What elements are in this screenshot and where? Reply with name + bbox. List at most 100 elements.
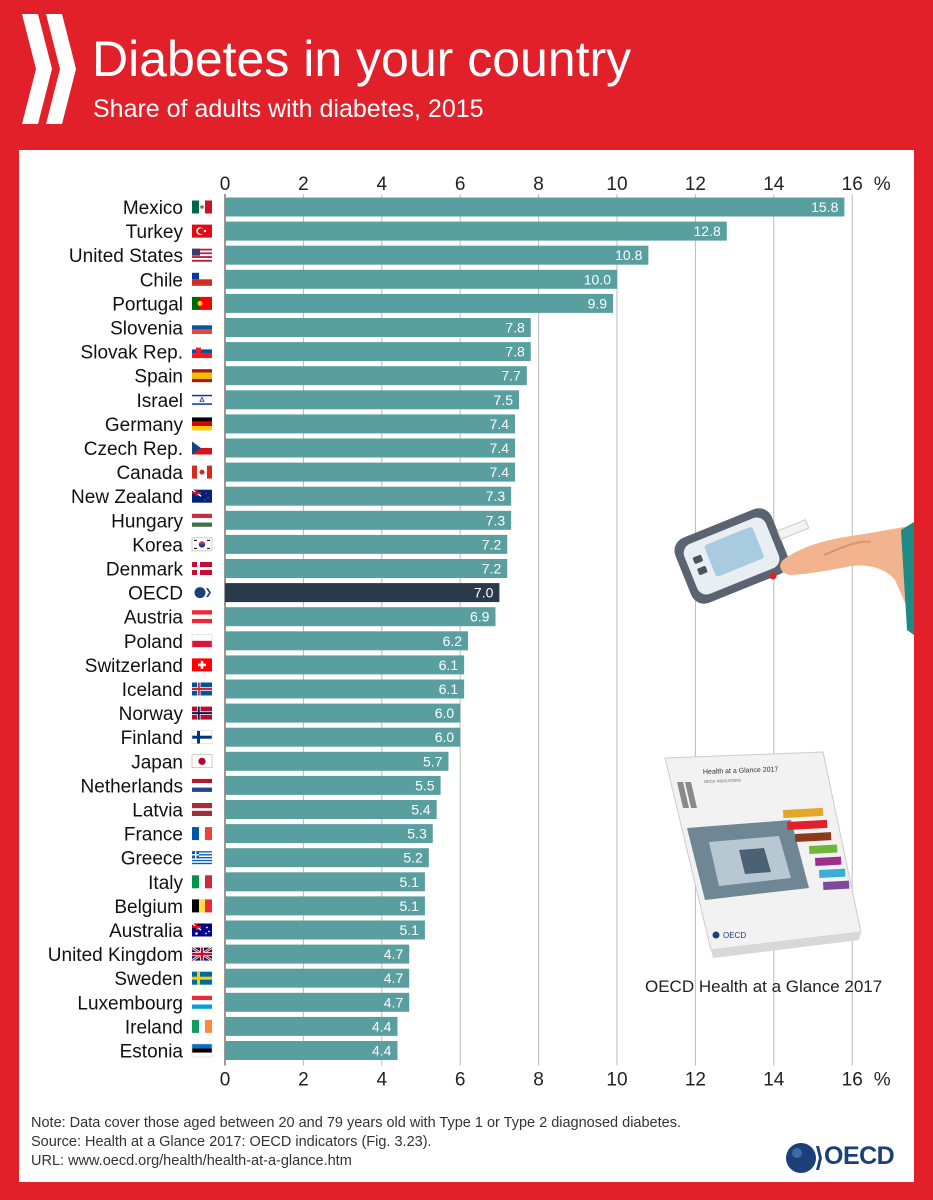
country-label-new-zealand: New Zealand (71, 487, 183, 508)
top-tick-label: 14 (763, 174, 785, 195)
flag-icon (192, 610, 212, 624)
logo-text: OECD (824, 1142, 895, 1170)
flag-icon (192, 465, 212, 479)
country-label-france: France (124, 825, 183, 846)
flag-icon (192, 995, 212, 1009)
bar-value-label: 6.0 (435, 705, 455, 721)
flag-icon (191, 754, 213, 769)
bar-value-label: 5.1 (399, 922, 419, 938)
bar-belgium (225, 896, 425, 916)
note-text: Note: Data cover those aged between 20 a… (31, 1115, 681, 1131)
bar-value-label: 10.0 (584, 271, 611, 287)
bar-norway (225, 703, 461, 723)
bar-ireland (225, 1016, 398, 1036)
book-cover: Health at a Glance 2017 OECD INDICATORS … (664, 751, 862, 958)
flag-icon (192, 851, 212, 865)
flag-icon (191, 1043, 213, 1058)
country-label-netherlands: Netherlands (81, 776, 183, 797)
bar-australia (225, 920, 425, 940)
bar-value-label: 4.4 (372, 1018, 392, 1034)
flag-icon (192, 1019, 212, 1033)
flag-icon (192, 272, 212, 286)
bar-turkey (225, 221, 727, 241)
flag-icon (192, 562, 212, 575)
glucose-meter-illustration (674, 508, 914, 635)
bar-value-label: 6.2 (443, 633, 463, 649)
book-cover-logo: OECD (723, 931, 746, 940)
country-label-austria: Austria (124, 608, 184, 629)
top-tick-label: 12 (685, 174, 706, 195)
bottom-tick-label: 0 (220, 1070, 231, 1091)
source-text: Source: Health at a Glance 2017: OECD in… (31, 1134, 432, 1150)
bar-value-label: 5.1 (399, 898, 419, 914)
flag-icon (192, 513, 212, 527)
book-cover-title: Health at a Glance 2017 (703, 766, 779, 776)
bar-value-label: 7.5 (494, 392, 514, 408)
top-tick-label: 4 (377, 174, 388, 195)
bar-value-label: 4.7 (384, 994, 404, 1010)
country-label-iceland: Iceland (122, 680, 183, 701)
bar-value-label: 7.0 (474, 585, 494, 601)
flag-icon (191, 730, 213, 744)
bar-value-label: 10.8 (615, 247, 642, 263)
bar-mexico (225, 197, 845, 217)
bar-value-label: 7.8 (505, 344, 525, 360)
bar-value-label: 5.3 (407, 826, 427, 842)
bar-chart: 15.8 12.8 10.810.0 9.9 7.8 7.8 7.7 7.5 7.4 7.4 7.4… (48, 174, 914, 1091)
bar-value-label: 7.2 (482, 561, 502, 577)
top-tick-label: 8 (533, 174, 544, 195)
bottom-tick-label: 16 (842, 1070, 863, 1091)
bottom-tick-label: 14 (763, 1070, 785, 1091)
flag-icon (192, 971, 212, 985)
bottom-tick-label: 8 (533, 1070, 544, 1091)
country-label-luxembourg: Luxembourg (77, 993, 183, 1014)
flag-icon (192, 321, 212, 334)
country-label-italy: Italy (148, 873, 183, 894)
bar-value-label: 15.8 (811, 199, 838, 215)
country-label-hungary: Hungary (111, 511, 183, 532)
bar-value-label: 7.4 (490, 464, 510, 480)
bar-value-label: 7.4 (490, 440, 510, 456)
bar-italy (225, 872, 425, 892)
bar-value-label: 6.0 (435, 729, 455, 745)
bottom-tick-label: 2 (298, 1070, 309, 1091)
bar-austria (225, 607, 496, 627)
flag-icon (191, 537, 213, 552)
book-cover-subtitle: OECD INDICATORS (704, 778, 741, 784)
bar-value-label: 5.1 (399, 874, 419, 890)
country-label-norway: Norway (119, 704, 184, 725)
bar-estonia (225, 1041, 398, 1060)
flag-icon (191, 922, 212, 937)
flag-icon (192, 296, 212, 310)
bar-value-label: 7.8 (505, 320, 525, 336)
bar-value-label: 9.9 (588, 295, 608, 311)
bar-value-label: 4.4 (372, 1043, 392, 1059)
flag-icon (192, 682, 212, 696)
bar-oecd (225, 583, 500, 603)
country-label-sweden: Sweden (114, 969, 183, 990)
country-label-latvia: Latvia (132, 801, 183, 822)
country-label-ireland: Ireland (125, 1017, 183, 1038)
country-label-oecd: OECD (128, 584, 183, 605)
flag-icon (192, 658, 212, 672)
country-label-korea: Korea (132, 535, 183, 556)
bar-value-label: 7.3 (486, 488, 506, 504)
bar-new-zealand (225, 486, 512, 506)
bar-czech-rep (225, 438, 516, 458)
flag-icon (192, 393, 212, 407)
bar-france (225, 824, 433, 844)
bar-value-label: 5.2 (403, 850, 423, 866)
bar-spain (225, 366, 527, 386)
bar-slovenia (225, 318, 531, 337)
country-label-canada: Canada (116, 463, 183, 484)
flag-icon (192, 345, 212, 359)
bar-value-label: 6.1 (439, 657, 459, 673)
bottom-tick-label: 12 (685, 1070, 706, 1091)
chart-panel: 15.8 12.8 10.8 10.0 9.9 7.8 7.8 7.7 7.5 7.4 7.4 7.4… (19, 150, 914, 1182)
bar-value-label: 6.1 (439, 681, 459, 697)
bar-latvia (225, 800, 437, 819)
category-labels: Mexico Turkey United States Chile Portugal Sl… (48, 198, 184, 1063)
bar-value-label: 7.2 (482, 536, 502, 552)
url-text: URL: www.oecd.org/health/health-at-a-gla… (31, 1153, 352, 1169)
header: Diabetes in your country Share of adults… (0, 0, 933, 150)
